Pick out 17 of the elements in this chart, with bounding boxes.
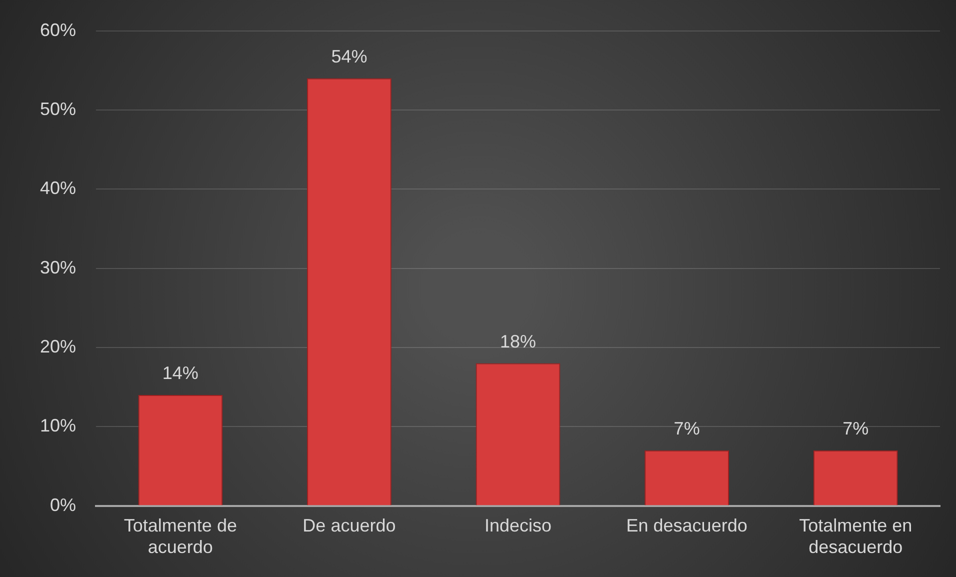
y-tick-label: 20% [40, 336, 76, 356]
y-tick-label: 60% [40, 20, 76, 40]
y-tick-label: 0% [50, 494, 76, 515]
y-tick-label: 50% [40, 98, 76, 119]
y-tick-label: 10% [40, 416, 76, 436]
x-tick-label: Totalmente en desacuerdo [799, 516, 912, 558]
data-label: 7% [842, 418, 869, 438]
x-tick-label: En desacuerdo [626, 516, 748, 536]
data-label: 7% [674, 418, 700, 438]
data-label: 14% [162, 362, 198, 383]
x-tick-label: Indeciso [484, 516, 552, 536]
data-label: 54% [331, 46, 368, 66]
y-tick-label: 30% [40, 257, 76, 278]
data-label: 18% [500, 331, 536, 352]
x-tick-label: De acuerdo [302, 516, 396, 536]
x-tick-label: Totalmente de acuerdo [124, 516, 237, 558]
y-tick-label: 40% [40, 178, 76, 198]
